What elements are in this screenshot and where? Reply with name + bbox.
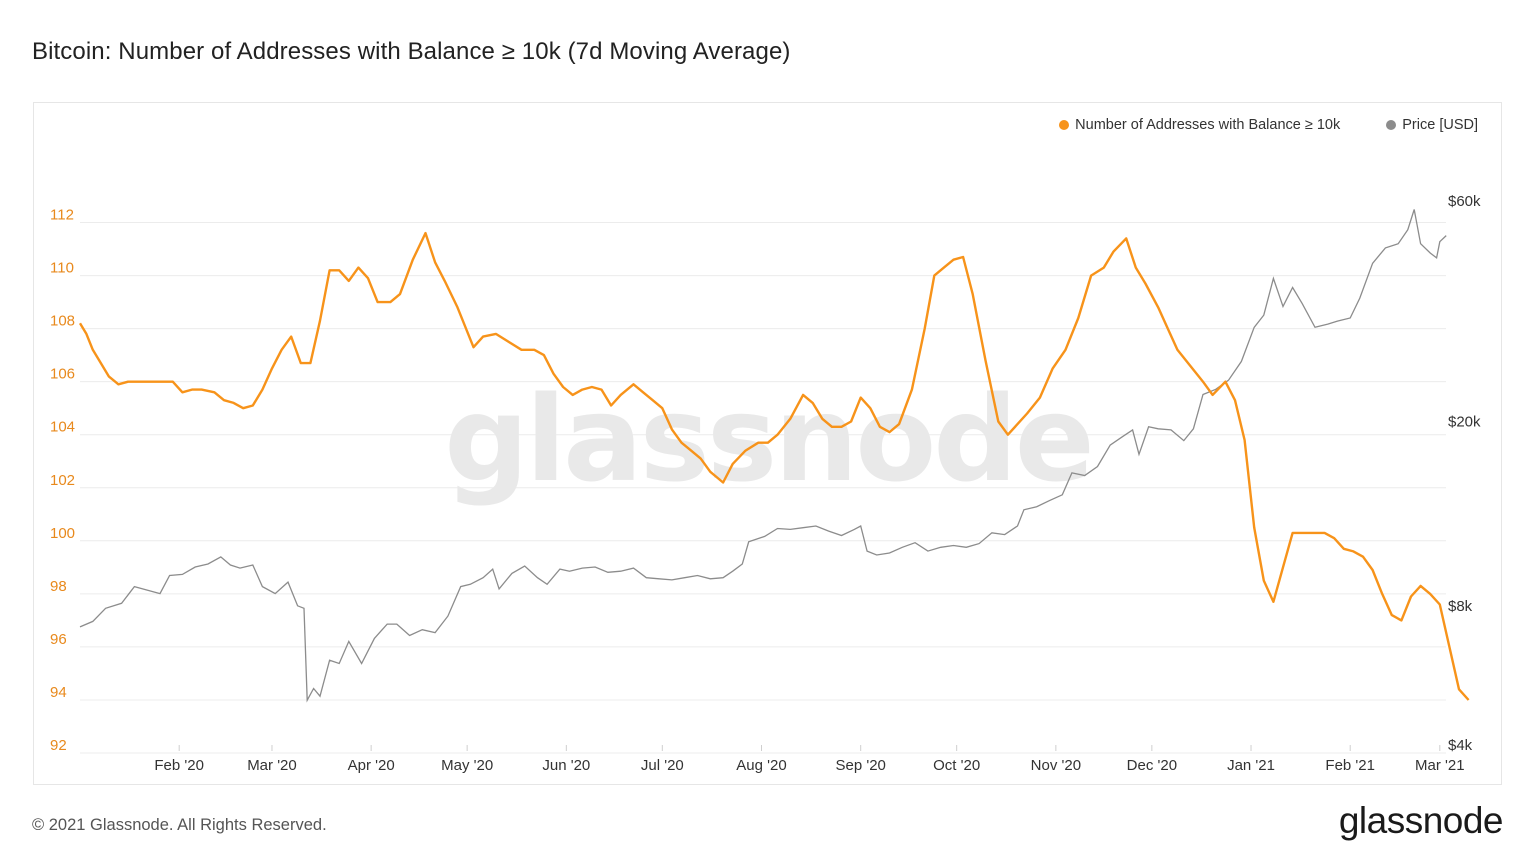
left-axis-tick-label: 94 — [50, 684, 67, 701]
x-axis-tick-label: Jan '21 — [1227, 757, 1275, 774]
legend-item-price[interactable]: Price [USD] — [1386, 117, 1478, 133]
x-axis-tick-label: Mar '20 — [247, 757, 297, 774]
legend-label-price: Price [USD] — [1402, 117, 1478, 133]
legend-item-addresses[interactable]: Number of Addresses with Balance ≥ 10k — [1059, 117, 1340, 133]
addresses-series-line — [78, 231, 1470, 701]
left-axis-tick-label: 110 — [50, 260, 74, 277]
left-axis-tick-label: 98 — [50, 578, 67, 595]
legend: Number of Addresses with Balance ≥ 10k P… — [1059, 117, 1478, 133]
left-axis-tick-label: 102 — [50, 472, 75, 489]
left-axis-tick-label: 108 — [50, 313, 75, 330]
x-axis-tick-label: Mar '21 — [1415, 757, 1465, 774]
x-axis-tick-label: Nov '20 — [1031, 757, 1081, 774]
x-axis-tick-label: Apr '20 — [348, 757, 395, 774]
left-axis-tick-label: 96 — [50, 631, 67, 648]
x-axis-tick-label: Jul '20 — [641, 757, 684, 774]
right-axis-tick-label: $8k — [1448, 598, 1473, 615]
x-axis-ticks: Feb '20 Mar '20 Apr '20 May '20 Jun '20 Jul '… — [154, 745, 1465, 774]
grid-layer — [80, 222, 1446, 754]
x-axis-tick-label: Aug '20 — [736, 757, 786, 774]
legend-dot-icon — [1059, 120, 1070, 130]
legend-dot-icon — [1386, 120, 1397, 130]
right-axis-ticks: $4k $8k $20k $60k — [1448, 193, 1481, 754]
right-axis-tick-label: $20k — [1448, 414, 1481, 431]
right-axis-tick-label: $60k — [1448, 193, 1481, 210]
page-title: Bitcoin: Number of Addresses with Balanc… — [32, 38, 791, 65]
left-axis-tick-label: 106 — [50, 366, 75, 383]
x-axis-tick-label: Sep '20 — [835, 757, 885, 774]
left-axis-tick-label: 100 — [50, 525, 75, 542]
x-axis-tick-label: Feb '20 — [154, 757, 204, 774]
copyright: © 2021 Glassnode. All Rights Reserved. — [32, 816, 327, 834]
x-axis-tick-label: Dec '20 — [1127, 757, 1177, 774]
x-axis-tick-label: May '20 — [441, 757, 493, 774]
left-axis-tick-label: 112 — [50, 207, 74, 224]
x-axis-tick-label: Jun '20 — [542, 757, 590, 774]
price-series-line — [79, 209, 1447, 703]
x-axis-tick-label: Oct '20 — [933, 757, 980, 774]
left-axis-tick-label: 92 — [50, 737, 67, 754]
watermark: glassnode — [444, 370, 1092, 508]
x-axis-tick-label: Feb '21 — [1325, 757, 1375, 774]
glassnode-logo[interactable]: glassnode — [1338, 800, 1504, 841]
left-axis-ticks: 92 94 96 98 100 102 104 106 108 110 112 — [50, 207, 75, 754]
right-axis-tick-label: $4k — [1448, 737, 1473, 754]
left-axis-tick-label: 104 — [50, 419, 75, 436]
legend-label-addresses: Number of Addresses with Balance ≥ 10k — [1075, 117, 1341, 133]
